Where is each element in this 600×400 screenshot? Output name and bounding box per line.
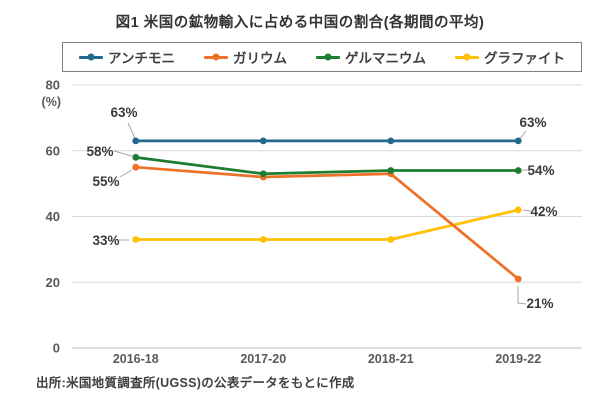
legend-marker-antimony-icon [79,53,103,61]
data-point [132,163,140,171]
legend-item-antimony: アンチモニ [79,47,175,67]
data-label: 55% [92,174,119,189]
data-label: 63% [519,115,546,130]
data-point [514,275,522,283]
data-point [387,236,395,243]
label-leader-line [522,209,532,212]
y-tick-label: 0 [53,341,60,356]
y-tick-label: 20 [46,275,60,290]
label-leader-line [127,122,136,139]
y-tick-label: 60 [46,143,60,158]
x-tick-label: 2017-20 [240,352,286,366]
data-point [387,167,395,174]
legend-marker-gallium-icon [203,53,228,61]
data-label: 54% [527,163,554,178]
data-point [259,137,267,145]
legend-label-germanium: ゲルマニウム [344,51,426,66]
x-tick-label: 2018-21 [368,352,414,366]
label-leader-line [517,286,527,305]
data-point [132,137,140,145]
legend-marker-germanium-icon [315,53,340,61]
data-point [132,236,140,243]
data-label: 42% [530,204,557,219]
data-label: 63% [110,105,137,120]
data-label: 58% [86,144,113,159]
legend-label-antimony: アンチモニ [108,51,175,66]
legend-item-germanium: ゲルマニウム [315,47,426,67]
data-point [387,137,395,145]
label-leader-line [519,130,527,140]
label-leader-line [119,169,133,178]
y-tick-label: 40 [46,209,60,224]
legend-marker-graphite-icon [454,53,479,61]
chart-title: 図1 米国の鉱物輸入に占める中国の割合(各期間の平均) [115,15,485,31]
legend-item-gallium: ガリウム [203,47,287,67]
data-point [514,167,522,174]
y-axis-unit-label: (%) [42,95,61,109]
series-line-1 [135,165,520,281]
source-note: 出所:米国地質調査所(UGSS)の公表データをもとに作成 [36,376,355,390]
data-point [132,153,140,161]
legend-label-gallium: ガリウム [232,51,287,66]
data-point [259,170,267,178]
data-label: 21% [526,296,553,311]
series-line-3 [135,208,519,241]
data-point [514,137,522,145]
data-point [514,206,522,214]
label-leader-line [113,150,133,157]
data-point [259,236,267,243]
legend: アンチモニ ガリウム ゲルマニウム グラファイト [62,42,582,72]
series-line-2 [135,155,519,176]
y-tick-label: 80 [46,78,60,93]
data-label: 33% [92,233,119,248]
legend-label-graphite: グラファイト [483,51,565,66]
x-tick-label: 2019-22 [495,352,541,366]
x-tick-label: 2016-18 [113,352,159,366]
legend-item-graphite: グラファイト [454,47,565,67]
